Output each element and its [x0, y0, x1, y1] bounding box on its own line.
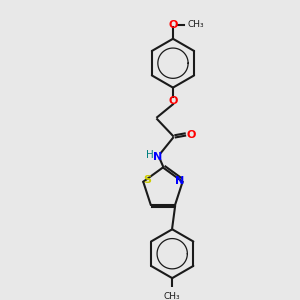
Text: O: O [168, 20, 178, 30]
Text: S: S [143, 175, 151, 185]
Text: O: O [186, 130, 196, 140]
Text: N: N [175, 176, 184, 186]
Text: H: H [146, 150, 154, 160]
Text: O: O [168, 95, 178, 106]
Text: CH₃: CH₃ [164, 292, 181, 300]
Text: CH₃: CH₃ [188, 20, 205, 29]
Text: N: N [153, 152, 162, 161]
